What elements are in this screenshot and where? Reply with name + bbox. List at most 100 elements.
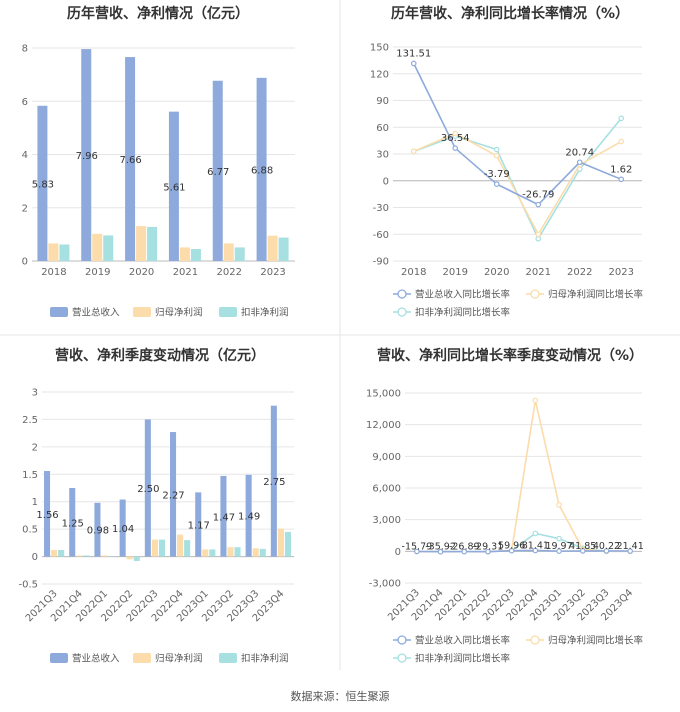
legend-label: 扣非净利润: [241, 653, 289, 665]
y-tick-label: 15,000: [366, 389, 401, 400]
data-label: 1.04: [112, 524, 134, 535]
bar-扣非净利润: [103, 235, 114, 261]
data-point: [414, 548, 420, 555]
data-point: [532, 530, 539, 537]
data-point: [535, 201, 542, 208]
legend-label: 扣非净利润: [241, 307, 289, 319]
bar-扣非净利润: [59, 244, 70, 261]
y-tick-label: 2.5: [22, 415, 38, 426]
data-label: 20.74: [565, 147, 594, 158]
legend-label: 扣非净利润同比增长率: [415, 307, 511, 319]
x-tick-label: 2018: [41, 267, 66, 278]
y-tick-label: 0: [32, 552, 38, 563]
data-point: [485, 548, 491, 555]
data-point: [493, 181, 500, 187]
bar-扣非净利润: [234, 547, 241, 557]
legend-label: 归母净利润: [155, 653, 203, 665]
x-tick-label: 2022: [217, 267, 242, 278]
data-point: [556, 548, 562, 554]
data-point: [493, 152, 500, 159]
data-label: 36.54: [441, 133, 470, 144]
y-tick-label: -90: [373, 257, 389, 268]
data-label: 0.98: [87, 526, 109, 537]
y-tick-label: 9,000: [372, 452, 401, 463]
bar-营业总收入: [81, 49, 92, 261]
x-tick-label: 2021: [526, 267, 551, 278]
data-label: 1.56: [36, 510, 58, 521]
legend-label: 归母净利润同比增长率: [548, 635, 644, 647]
data-point: [576, 159, 583, 166]
legend-swatch-dot: [397, 289, 407, 299]
bar-营业总收入: [256, 77, 267, 261]
bar-归母净利润: [202, 549, 209, 557]
data-label: -35.92: [425, 542, 456, 553]
series-line-营业总收入同比增长率: [416, 549, 631, 553]
data-point: [556, 535, 562, 542]
bar-扣非净利润: [234, 247, 245, 261]
legend-swatch: [133, 307, 151, 317]
y-tick-label: 2: [32, 442, 38, 453]
legend-label: 营业总收入同比增长率: [415, 289, 511, 301]
y-tick-label: 0.5: [22, 525, 38, 536]
legend-swatch-dot: [397, 307, 407, 317]
legend-swatch: [50, 653, 68, 663]
legend-swatch-dot: [530, 289, 540, 299]
bar-营业总收入: [144, 419, 151, 557]
bar-归母净利润: [277, 528, 284, 557]
bar-营业总收入: [44, 470, 51, 557]
data-point: [603, 548, 610, 554]
y-tick-label: 0: [383, 176, 389, 187]
y-tick-label: 4: [22, 150, 28, 161]
y-tick-label: 6,000: [372, 484, 401, 495]
data-point: [535, 235, 542, 242]
bar-扣非净利润: [209, 549, 216, 557]
data-label: -3.79: [484, 169, 510, 180]
data-point: [437, 548, 444, 555]
chart-title: 历年营收、净利同比增长率情况（%）: [391, 5, 629, 22]
bar-归母净利润: [227, 547, 234, 557]
bar-营业总收入: [170, 432, 177, 557]
data-point: [532, 547, 539, 554]
data-label: 2.75: [263, 477, 285, 488]
bar-扣非净利润: [184, 540, 191, 557]
data-label: 5.61: [163, 182, 185, 193]
legend-swatch: [133, 653, 151, 663]
bar-归母净利润: [76, 555, 83, 557]
y-tick-label: 6: [22, 97, 28, 108]
bar-扣非净利润: [284, 531, 291, 557]
y-tick-label: 3,000: [372, 515, 401, 526]
data-label: 2.50: [137, 484, 159, 495]
legend-swatch-dot: [530, 635, 540, 645]
data-label: 6.88: [251, 165, 273, 176]
chart-title: 营收、净利季度变动情况（亿元）: [55, 347, 265, 364]
bar-归母净利润: [252, 548, 259, 557]
bar-归母净利润: [101, 555, 108, 557]
data-label: 41.85: [569, 541, 596, 552]
chart-title: 历年营收、净利情况（亿元）: [67, 5, 249, 22]
y-tick-label: 12,000: [366, 420, 401, 431]
bar-扣非净利润: [133, 556, 140, 561]
y-tick-label: 30: [376, 150, 389, 161]
bar-归母净利润: [267, 235, 278, 261]
bar-扣非净利润: [147, 226, 158, 261]
y-tick-label: -30: [373, 203, 389, 214]
legend-label: 营业总收入同比增长率: [415, 635, 511, 647]
y-tick-label: 60: [376, 123, 389, 134]
bar-扣非净利润: [278, 237, 289, 261]
chart-title: 营收、净利同比增长率季度变动情况（%）: [377, 347, 643, 364]
data-label: 2.27: [162, 490, 184, 501]
legend-label: 归母净利润: [155, 307, 203, 319]
data-point: [618, 176, 625, 183]
y-tick-label: -3,000: [369, 579, 401, 590]
bar-营业总收入: [245, 474, 252, 557]
bar-营业总收入: [220, 475, 227, 557]
y-tick-label: 0: [22, 257, 28, 268]
series-line-归母净利润同比增长率: [416, 400, 631, 553]
legend-swatch-dot: [397, 653, 407, 663]
legend-swatch-dot: [397, 635, 407, 645]
bar-扣非净利润: [158, 539, 165, 557]
x-tick-label: 2022: [567, 267, 592, 278]
bar-营业总收入: [168, 111, 179, 261]
data-label: -26.79: [522, 190, 554, 201]
